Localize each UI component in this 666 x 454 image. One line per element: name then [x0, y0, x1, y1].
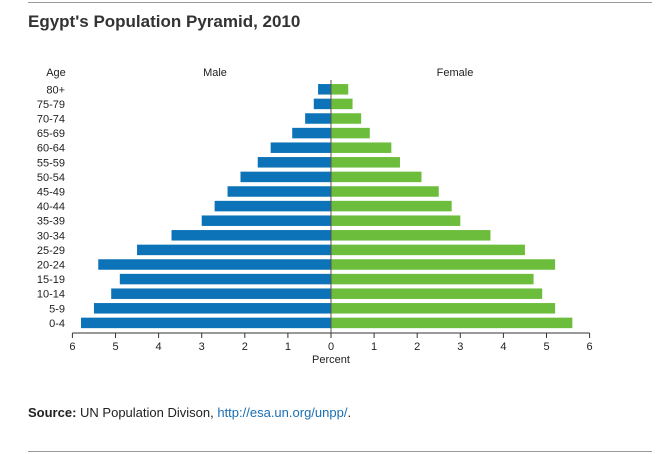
female-bar-60-64: [331, 142, 392, 153]
x-tick-label: 2: [414, 341, 420, 353]
age-group-label: 10-14: [37, 289, 65, 301]
x-tick-label: 6: [587, 341, 593, 353]
female-bar-50-54: [331, 171, 422, 183]
age-axis-title: Age: [46, 67, 66, 79]
male-bar-60-64: [270, 142, 331, 153]
x-tick-label: 3: [457, 341, 463, 353]
male-bar-0-4: [81, 317, 332, 329]
male-bar-65-69: [292, 127, 331, 139]
female-bar-15-19: [331, 273, 534, 285]
age-group-label: 55-59: [37, 157, 65, 169]
source-label: Source:: [28, 405, 77, 420]
x-tick-label: 1: [371, 341, 377, 353]
age-group-label: 35-39: [37, 216, 65, 228]
age-group-label: 30-34: [37, 230, 65, 242]
male-bar-80+: [318, 84, 331, 95]
x-tick-label: 5: [543, 341, 549, 353]
female-bar-25-29: [331, 244, 525, 256]
x-tick-label: 4: [500, 341, 506, 353]
age-group-label: 45-49: [37, 187, 65, 199]
age-group-label: 65-69: [37, 128, 65, 140]
age-group-label: 75-79: [37, 99, 65, 111]
male-bar-40-44: [214, 200, 331, 212]
x-tick-label: 6: [69, 341, 75, 353]
bottom-rule: [28, 451, 652, 452]
female-bar-70-74: [331, 113, 362, 124]
age-group-label: 50-54: [37, 172, 65, 184]
female-bar-10-14: [331, 288, 543, 299]
x-tick-label: 3: [199, 341, 205, 353]
female-bar-40-44: [331, 200, 452, 212]
x-tick-label: 4: [156, 341, 162, 353]
age-group-label: 20-24: [37, 260, 65, 272]
female-bar-0-4: [331, 317, 573, 329]
age-group-label: 70-74: [37, 114, 65, 126]
source-tail: .: [347, 405, 352, 420]
female-bar-55-59: [331, 157, 400, 168]
chart-title: Egypt's Population Pyramid, 2010: [28, 12, 301, 31]
male-bar-35-39: [201, 215, 331, 226]
male-bar-10-14: [111, 288, 331, 299]
male-bar-55-59: [257, 157, 331, 168]
age-group-label: 0-4: [49, 318, 65, 330]
female-bar-30-34: [331, 230, 491, 241]
x-tick-label: 2: [242, 341, 248, 353]
source-link[interactable]: http://esa.un.org/unpp/: [217, 405, 348, 420]
population-pyramid-chart: Male Female Age 80+ 75-79 70-74 65-69 60-64 55-5…: [37, 67, 593, 366]
female-series-label: Female: [437, 67, 474, 79]
age-group-label: 25-29: [37, 245, 65, 257]
female-bar-5-9: [331, 303, 556, 314]
top-rule: [28, 2, 652, 3]
age-group-label: 60-64: [37, 143, 65, 155]
age-group-label: 40-44: [37, 201, 65, 213]
age-group-label: 80+: [46, 84, 65, 96]
age-group-label: 5-9: [49, 303, 65, 315]
male-bar-50-54: [240, 171, 331, 183]
female-bar-45-49: [331, 186, 439, 197]
male-bar-45-49: [227, 186, 331, 197]
male-series-label: Male: [203, 67, 227, 79]
female-bar-75-79: [331, 98, 353, 110]
x-tick-label: 1: [285, 341, 291, 353]
female-bar-65-69: [331, 127, 370, 139]
age-group-label: 15-19: [37, 274, 65, 286]
female-bar-35-39: [331, 215, 461, 226]
source-text: UN Population Divison,: [80, 405, 214, 420]
female-bar-80+: [331, 84, 349, 95]
male-bar-5-9: [93, 303, 331, 314]
x-tick-label: 0: [328, 341, 334, 353]
male-bar-75-79: [313, 98, 331, 110]
male-bar-15-19: [119, 273, 331, 285]
female-bar-20-24: [331, 259, 556, 270]
x-tick-label: 5: [112, 341, 118, 353]
male-bar-30-34: [171, 230, 331, 241]
male-bar-25-29: [137, 244, 331, 256]
male-bar-20-24: [98, 259, 331, 270]
x-axis-title: Percent: [312, 354, 350, 366]
source-note: Source: UN Population Divison, http://es…: [28, 405, 351, 420]
male-bar-70-74: [305, 113, 331, 124]
